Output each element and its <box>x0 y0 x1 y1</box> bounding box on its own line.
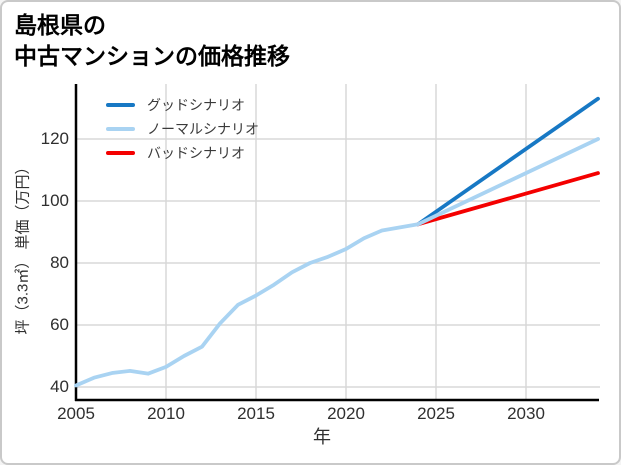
series-line-good <box>416 96 600 227</box>
legend-swatch-good <box>106 102 135 107</box>
x-tick-label: 2010 <box>147 404 185 423</box>
x-tick-label: 2030 <box>507 404 545 423</box>
y-tick-label: 60 <box>50 315 69 334</box>
legend-label-bad: バッドシナリオ <box>147 144 245 161</box>
y-axis-title: 坪（3.3㎡） 単価（万円） <box>14 159 32 335</box>
legend-item-good: グッドシナリオ <box>106 96 259 113</box>
series-line-normal <box>74 137 600 388</box>
chart-legend: グッドシナリオ ノーマルシナリオ バッドシナリオ <box>106 96 259 161</box>
chart-title-line1: 島根県の <box>14 12 106 38</box>
legend-label-good: グッドシナリオ <box>147 96 245 113</box>
y-tick-label: 100 <box>40 191 69 210</box>
legend-swatch-normal <box>106 126 135 131</box>
x-tick-label: 2005 <box>57 404 95 423</box>
y-tick-label: 80 <box>50 253 69 272</box>
x-tick-label: 2025 <box>417 404 455 423</box>
legend-swatch-bad <box>106 150 135 155</box>
y-tick-label: 120 <box>40 129 69 148</box>
chart-title-line2: 中古マンションの価格推移 <box>14 43 290 70</box>
x-axis-title: 年 <box>313 427 331 447</box>
y-tick-label: 40 <box>50 377 69 396</box>
series-line-bad <box>416 171 600 227</box>
legend-label-normal: ノーマルシナリオ <box>147 120 259 137</box>
chart-title: 島根県の中古マンションの価格推移 <box>14 10 290 72</box>
x-tick-label: 2020 <box>327 404 365 423</box>
x-tick-label: 2015 <box>237 404 275 423</box>
legend-item-normal: ノーマルシナリオ <box>106 120 259 137</box>
legend-item-bad: バッドシナリオ <box>106 144 259 161</box>
